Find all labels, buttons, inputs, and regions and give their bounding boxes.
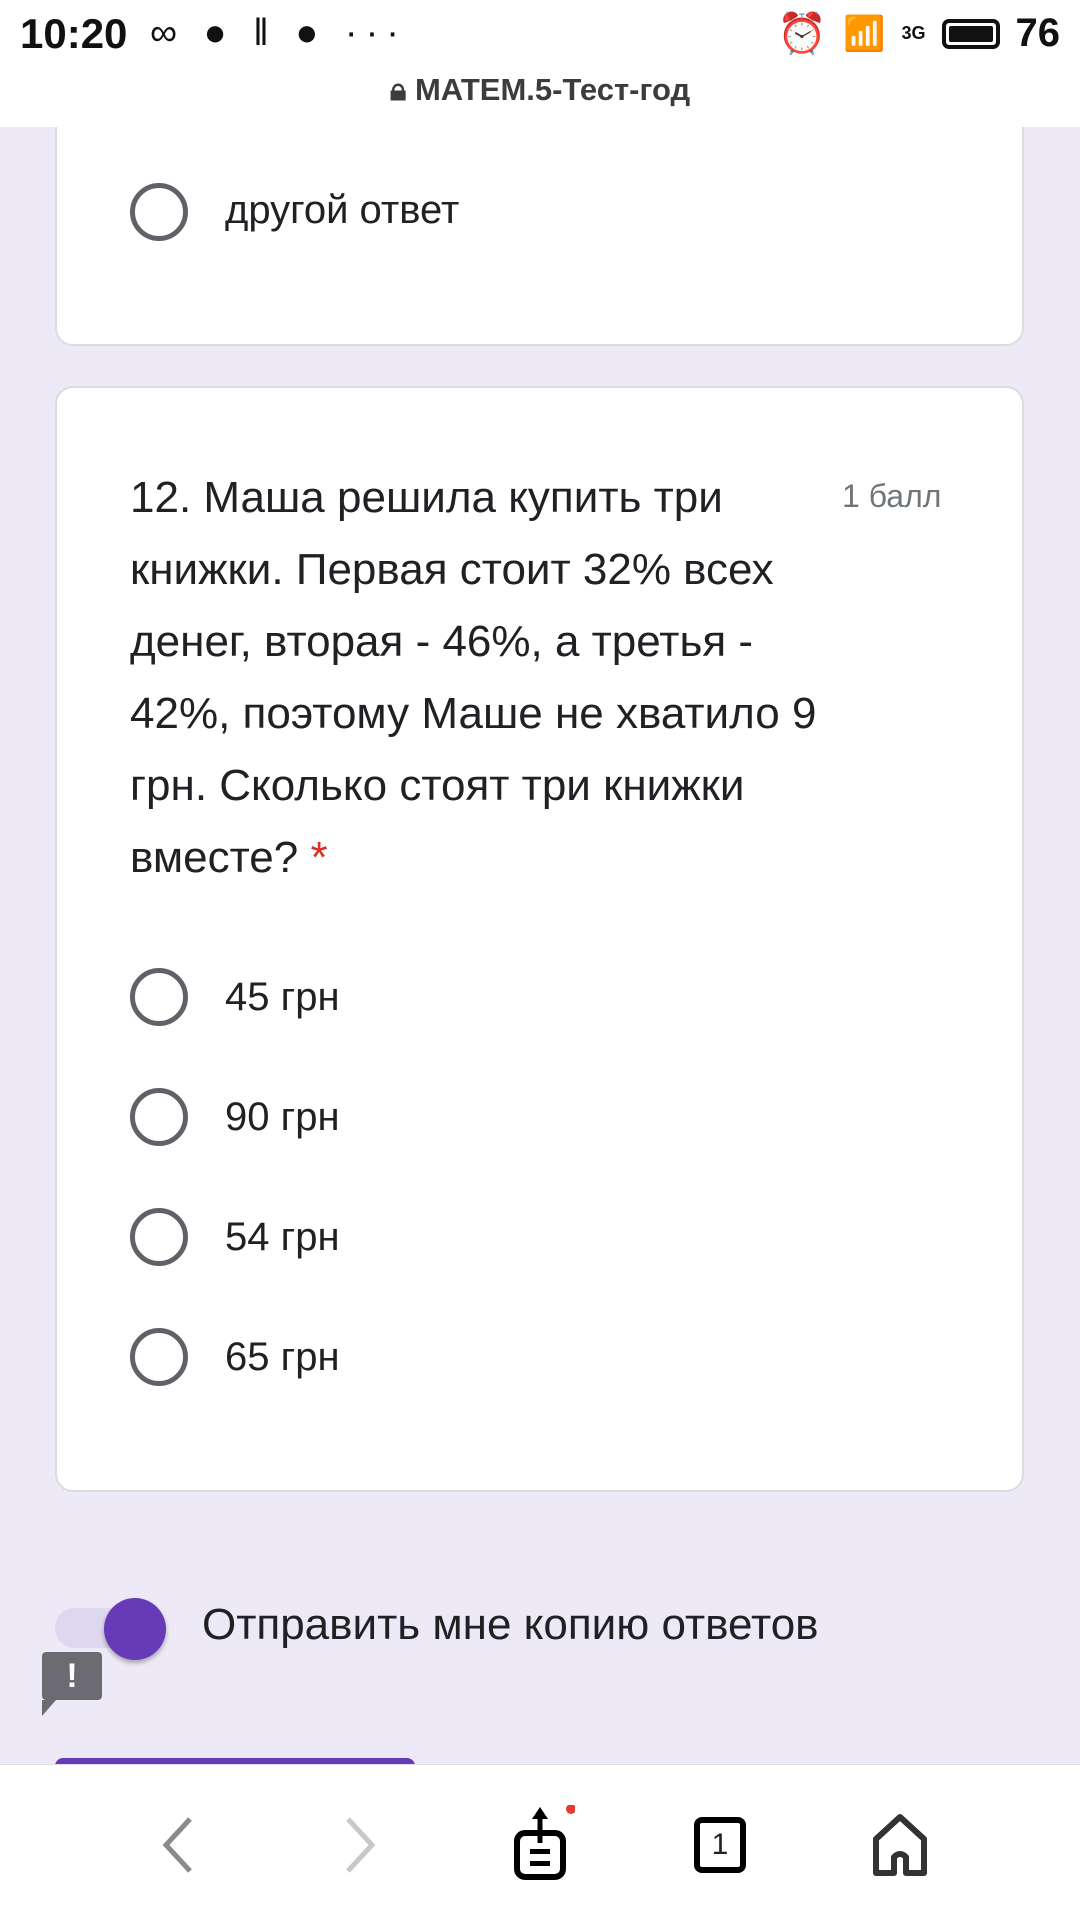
question-card [55, 386, 1024, 1492]
radio-option-2[interactable] [130, 1088, 188, 1146]
lock-icon: 🔒︎ [389, 72, 407, 107]
required-mark: * [310, 833, 328, 882]
chevron-right-icon [346, 1817, 376, 1873]
option-label: 90 грн [225, 1095, 340, 1139]
tabs-count: 1 [694, 1817, 746, 1873]
radio-other-answer[interactable] [130, 183, 188, 241]
radio-option-1[interactable] [130, 968, 188, 1026]
network-type: 3G [901, 23, 926, 43]
page-url-bar[interactable]: 🔒︎ MATEM.5-Тест-год [0, 72, 1080, 109]
send-copy-label: Отправить мне копию ответов [202, 1600, 819, 1649]
battery-icon [941, 18, 1000, 49]
feedback-icon[interactable]: ! [42, 1652, 102, 1716]
home-button[interactable] [860, 1805, 940, 1885]
clock: 10:20 [20, 10, 128, 57]
status-bar: 10:20 ∞ ● ‖ ● ··· ⏰ 📶 3G 76 🔒︎ MATEM.5-Т… [0, 0, 1080, 127]
share-button[interactable] [500, 1805, 580, 1885]
home-icon [873, 1814, 927, 1876]
system-icons: ⏰ 📶 3G 76 [777, 10, 1060, 57]
option-label: 54 грн [225, 1215, 340, 1259]
notification-icons: ∞ ● ‖ ● ··· [150, 12, 407, 54]
battery-level: 76 [1015, 11, 1061, 55]
forward-button[interactable] [320, 1805, 400, 1885]
back-button[interactable] [138, 1805, 218, 1885]
share-icon [514, 1805, 575, 1880]
browser-bottom-nav: 1 [0, 1764, 1080, 1920]
points-label: 1 балл [842, 478, 942, 514]
toggle-knob[interactable] [104, 1598, 166, 1660]
chevron-left-icon [162, 1817, 192, 1873]
option-label: 65 грн [225, 1335, 340, 1379]
alarm-icon: ⏰ [777, 12, 828, 56]
radio-option-3[interactable] [130, 1208, 188, 1266]
option-label: другой ответ [225, 188, 460, 232]
question-text: 12. Маша решила купить три книжки. Перва… [130, 473, 817, 882]
page-title: MATEM.5-Тест-год [414, 72, 691, 107]
option-label: 45 грн [225, 975, 340, 1019]
wifi-icon: 📶 [843, 14, 886, 53]
radio-option-4[interactable] [130, 1328, 188, 1386]
tabs-button[interactable]: 1 [680, 1805, 760, 1885]
